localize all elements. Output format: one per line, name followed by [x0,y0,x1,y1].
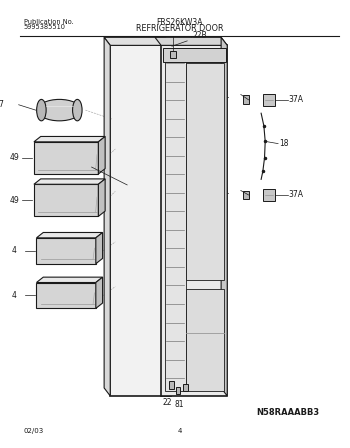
Polygon shape [34,179,105,184]
Text: FRS26KW3A: FRS26KW3A [156,17,203,27]
Polygon shape [221,37,227,396]
Polygon shape [176,388,181,394]
Ellipse shape [37,99,82,121]
Polygon shape [155,37,227,45]
Polygon shape [34,184,98,216]
Text: 4: 4 [177,428,182,434]
Text: N58RAAABB3: N58RAAABB3 [257,408,320,417]
Text: Publication No.: Publication No. [24,18,74,25]
Polygon shape [96,233,103,264]
Polygon shape [36,233,103,238]
Text: 4: 4 [12,246,16,255]
Polygon shape [36,283,96,308]
Polygon shape [161,45,227,396]
Text: 4: 4 [12,291,16,300]
Ellipse shape [72,99,82,121]
Text: 81: 81 [220,187,230,196]
Polygon shape [243,190,248,199]
Text: 49: 49 [9,196,19,205]
Polygon shape [104,37,171,45]
Text: 15: 15 [188,36,197,45]
Polygon shape [263,94,275,106]
Polygon shape [169,381,174,389]
Text: REFRIGERATOR DOOR: REFRIGERATOR DOOR [136,24,224,33]
Polygon shape [186,63,224,280]
Polygon shape [110,45,171,396]
Text: 13: 13 [188,382,198,391]
Text: 81: 81 [220,91,230,100]
Text: 37A: 37A [288,95,303,104]
Ellipse shape [37,99,46,121]
Polygon shape [104,37,110,396]
Polygon shape [36,238,96,264]
Polygon shape [34,142,98,174]
Polygon shape [186,289,224,392]
Polygon shape [98,179,105,216]
Polygon shape [263,189,275,201]
Text: 7: 7 [0,100,3,109]
Text: 5995385510: 5995385510 [24,24,66,30]
Bar [169,51,176,58]
Text: 81: 81 [175,401,184,409]
Polygon shape [183,384,188,392]
Text: 02/03: 02/03 [24,428,44,434]
Text: 49: 49 [9,153,19,163]
Text: 37A: 37A [288,190,303,199]
Polygon shape [36,277,103,283]
Polygon shape [34,137,105,142]
Text: 22: 22 [163,398,172,407]
Polygon shape [165,50,186,392]
Text: 22B: 22B [192,31,207,40]
Text: 2: 2 [66,163,71,172]
Polygon shape [163,47,225,62]
Polygon shape [98,137,105,174]
Polygon shape [96,277,103,308]
Polygon shape [243,95,248,104]
Text: 18: 18 [279,139,288,148]
